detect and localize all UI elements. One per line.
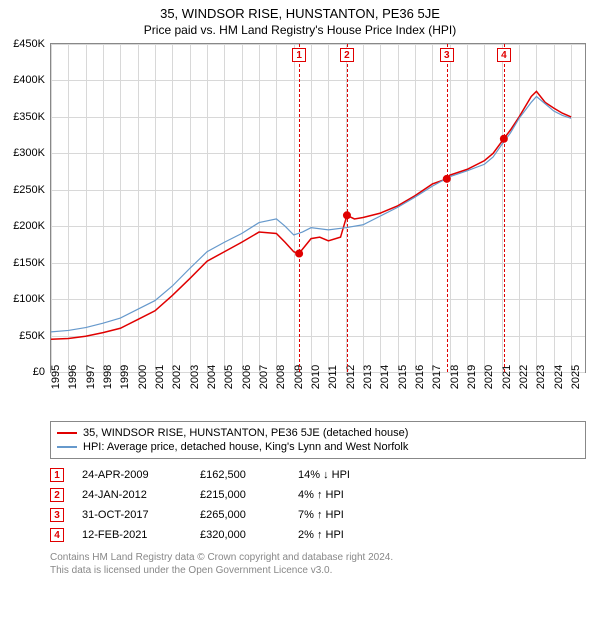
series-hpi (51, 96, 571, 331)
sale-marker-1: 1 (292, 48, 306, 62)
x-axis-labels: 1995199619971998199920002001200220032004… (50, 373, 586, 413)
sale-date: 12-FEB-2021 (82, 529, 182, 541)
sale-point-2 (343, 211, 351, 219)
sale-row-marker: 1 (50, 468, 64, 482)
y-axis-label: £50K (19, 330, 45, 342)
sale-diff: 2% ↑ HPI (298, 529, 398, 541)
sale-diff: 14% ↓ HPI (298, 469, 398, 481)
legend-row: HPI: Average price, detached house, King… (57, 440, 579, 454)
footer-line-2: This data is licensed under the Open Gov… (50, 564, 586, 577)
sale-date: 24-JAN-2012 (82, 489, 182, 501)
y-axis-label: £250K (13, 184, 45, 196)
sale-price: £320,000 (200, 529, 280, 541)
sale-row: 2 24-JAN-2012 £215,000 4% ↑ HPI (50, 485, 586, 505)
sale-row-marker: 3 (50, 508, 64, 522)
sale-row-marker: 2 (50, 488, 64, 502)
sale-point-1 (295, 250, 303, 258)
series-property (51, 91, 571, 339)
sale-date: 24-APR-2009 (82, 469, 182, 481)
y-axis-label: £350K (13, 111, 45, 123)
sale-date: 31-OCT-2017 (82, 509, 182, 521)
legend-row: 35, WINDSOR RISE, HUNSTANTON, PE36 5JE (… (57, 426, 579, 440)
page-subtitle: Price paid vs. HM Land Registry's House … (0, 21, 600, 43)
legend-swatch (57, 446, 77, 448)
sale-marker-3: 3 (440, 48, 454, 62)
sale-diff: 4% ↑ HPI (298, 489, 398, 501)
y-axis-label: £0 (33, 366, 45, 378)
y-axis-label: £450K (13, 38, 45, 50)
sale-marker-2: 2 (340, 48, 354, 62)
y-axis-label: £100K (13, 293, 45, 305)
sale-price: £265,000 (200, 509, 280, 521)
y-axis-label: £150K (13, 257, 45, 269)
sale-diff: 7% ↑ HPI (298, 509, 398, 521)
page-title: 35, WINDSOR RISE, HUNSTANTON, PE36 5JE (0, 0, 600, 21)
sale-price: £162,500 (200, 469, 280, 481)
sale-row: 3 31-OCT-2017 £265,000 7% ↑ HPI (50, 505, 586, 525)
legend-swatch (57, 432, 77, 434)
y-axis-label: £200K (13, 220, 45, 232)
legend: 35, WINDSOR RISE, HUNSTANTON, PE36 5JE (… (50, 421, 586, 459)
sale-point-4 (500, 135, 508, 143)
y-axis-label: £400K (13, 74, 45, 86)
sale-point-3 (443, 175, 451, 183)
footer-line-1: Contains HM Land Registry data © Crown c… (50, 551, 586, 564)
sales-table: 1 24-APR-2009 £162,500 14% ↓ HPI 2 24-JAN-201… (50, 465, 586, 545)
y-axis-label: £300K (13, 147, 45, 159)
sale-price: £215,000 (200, 489, 280, 501)
chart-container: 35, WINDSOR RISE, HUNSTANTON, PE36 5JE P… (0, 0, 600, 620)
sale-marker-4: 4 (497, 48, 511, 62)
legend-label: 35, WINDSOR RISE, HUNSTANTON, PE36 5JE (… (83, 427, 408, 439)
sale-row: 1 24-APR-2009 £162,500 14% ↓ HPI (50, 465, 586, 485)
sale-row-marker: 4 (50, 528, 64, 542)
chart-plot-area: £0£50K£100K£150K£200K£250K£300K£350K£400… (50, 43, 586, 373)
legend-label: HPI: Average price, detached house, King… (83, 441, 408, 453)
chart-lines-svg (51, 44, 585, 372)
sale-row: 4 12-FEB-2021 £320,000 2% ↑ HPI (50, 525, 586, 545)
footer: Contains HM Land Registry data © Crown c… (50, 551, 586, 577)
